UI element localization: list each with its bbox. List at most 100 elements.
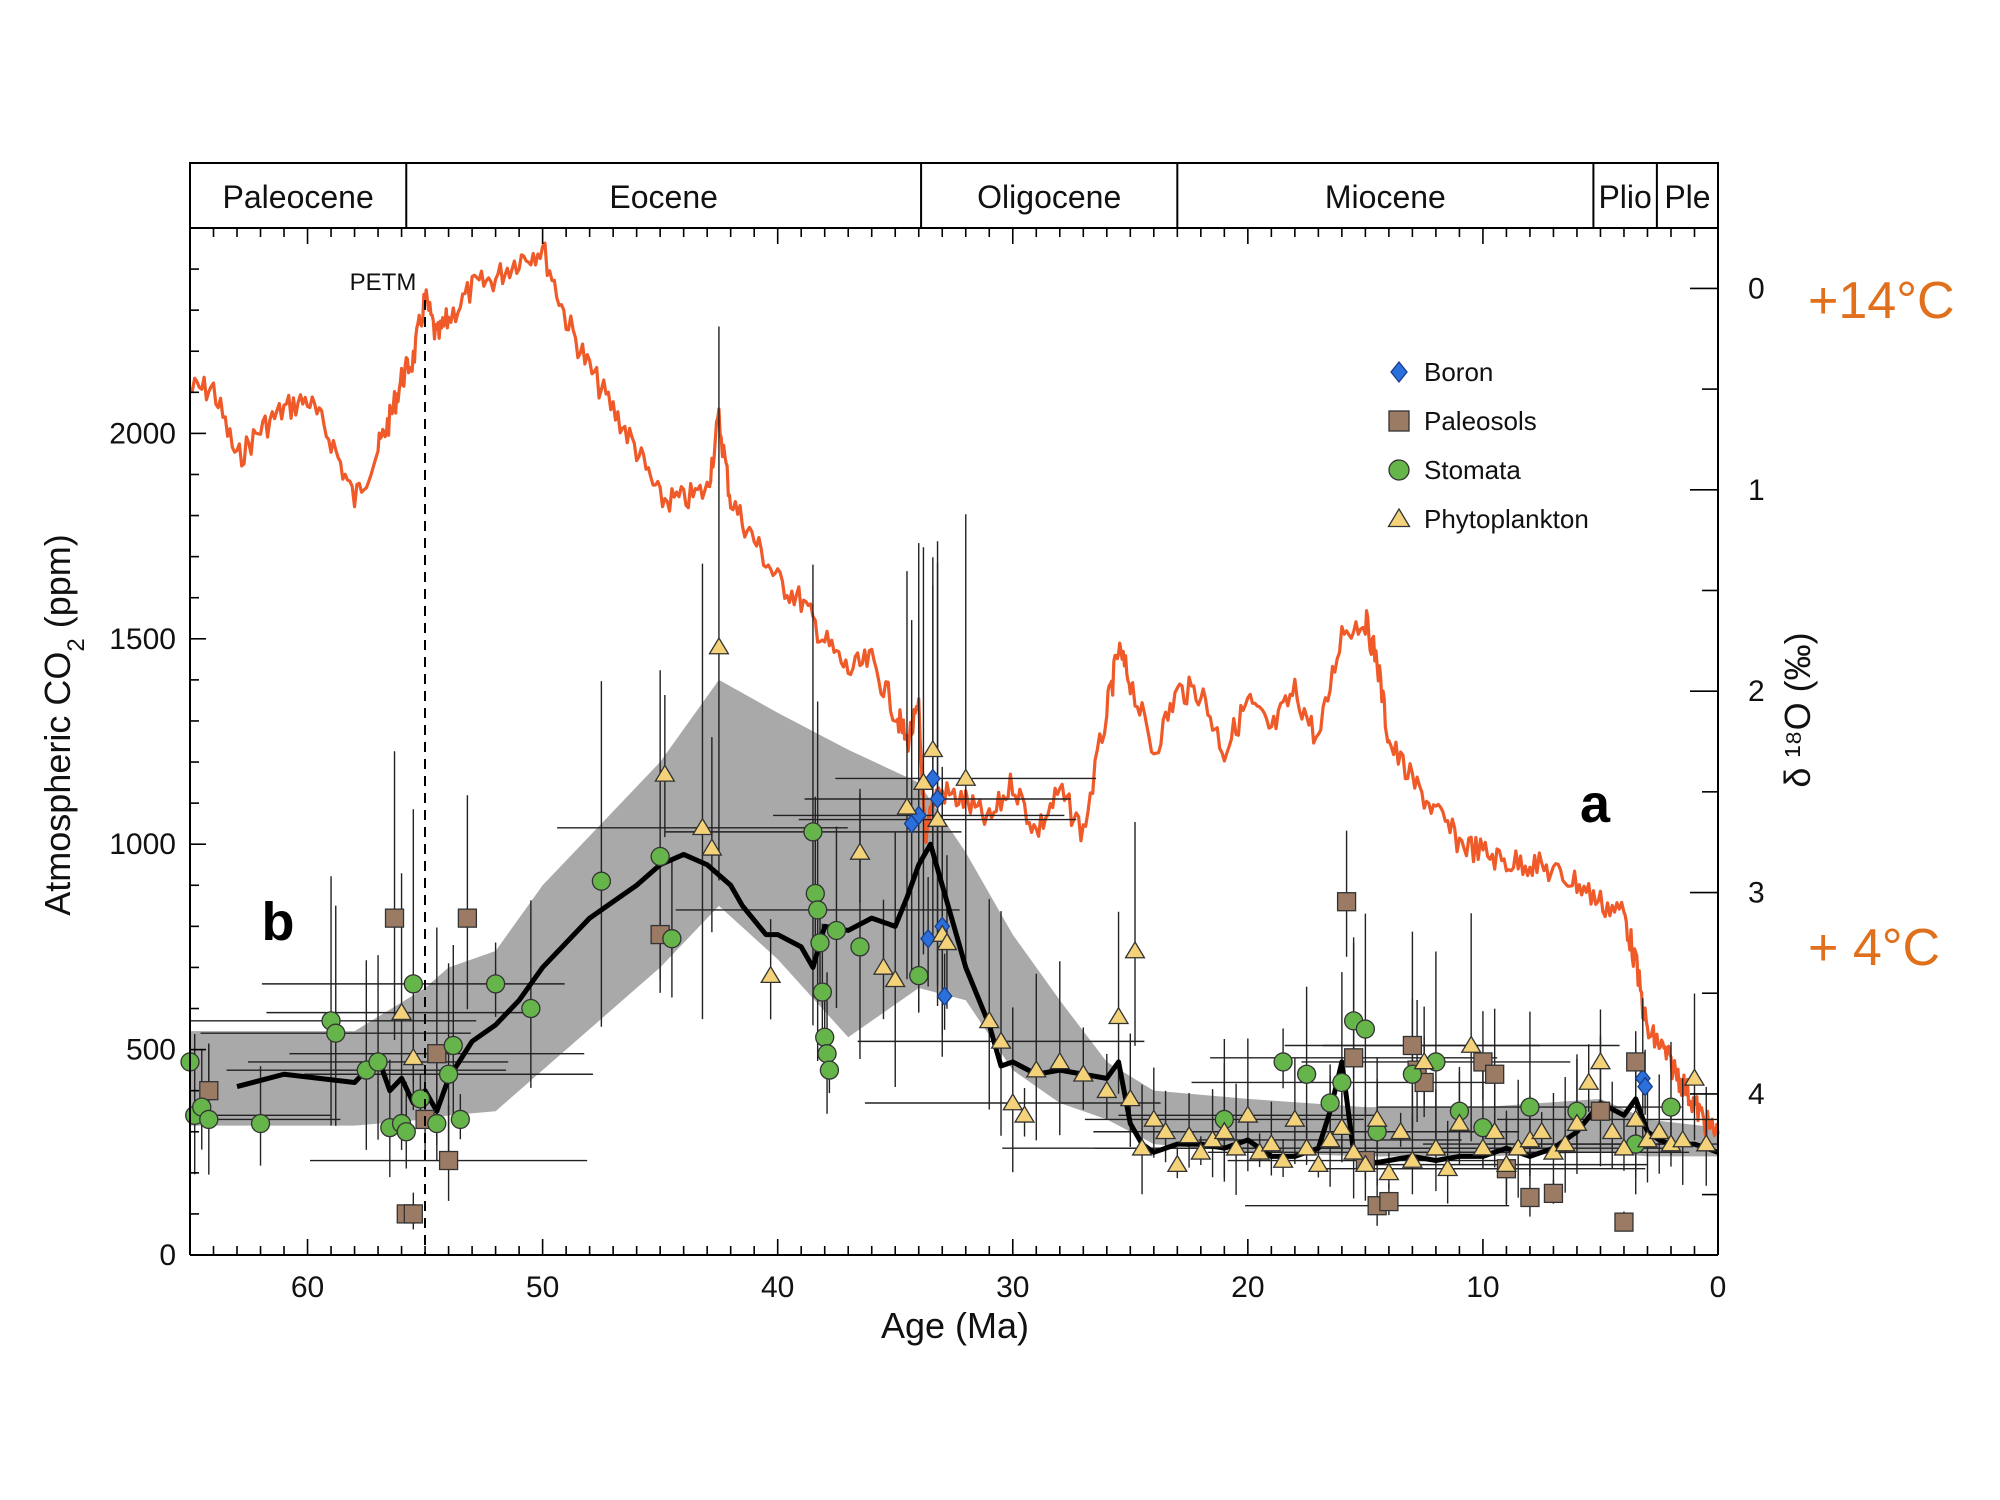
phytoplankton-point — [1013, 1105, 1036, 1123]
stomata-point — [1355, 1019, 1376, 1039]
stomata-point — [591, 871, 612, 891]
y-tick-label: 500 — [126, 1034, 176, 1067]
phytoplankton-point — [1072, 1063, 1094, 1082]
paleosols-point — [1485, 1064, 1505, 1084]
phytoplankton-point — [872, 957, 895, 975]
legend-marker-boron — [1390, 360, 1408, 384]
stomata-point — [805, 883, 825, 904]
phytoplankton-point — [701, 838, 723, 856]
phytoplankton-point — [1296, 1137, 1318, 1156]
proxy-markers-layer — [180, 636, 1717, 1232]
legend-label-boron: Boron — [1424, 357, 1493, 387]
stomata-point — [1273, 1052, 1293, 1072]
stomata-point — [819, 1060, 840, 1080]
phytoplankton-point — [1166, 1154, 1188, 1173]
phytoplankton-point — [936, 932, 958, 951]
co2-fit-line — [236, 841, 1719, 1168]
stomata-point — [803, 822, 823, 842]
x-tick-label: 60 — [291, 1271, 324, 1304]
paleosols-point — [1543, 1183, 1564, 1204]
phytoplankton-point — [1437, 1158, 1459, 1177]
phytoplankton-point — [1425, 1137, 1447, 1156]
stomata-point — [450, 1109, 470, 1130]
phytoplankton-point — [1531, 1121, 1553, 1140]
phytoplankton-point — [1260, 1133, 1282, 1152]
phytoplankton-point — [1495, 1154, 1518, 1173]
stomata-point — [1332, 1072, 1352, 1093]
phytoplankton-point — [1331, 1117, 1353, 1136]
phytoplankton-point — [1237, 1105, 1259, 1123]
legend: Boron Paleosols Stomata Phytoplankton — [1387, 357, 1589, 534]
x-tick-label: 10 — [1466, 1271, 1499, 1304]
phytoplankton-point — [390, 1002, 413, 1021]
phytoplankton-point — [896, 796, 918, 815]
phytoplankton-point — [1225, 1137, 1247, 1156]
phytoplankton-point — [1178, 1125, 1200, 1144]
paleosols-point — [403, 1204, 423, 1224]
phytoplankton-point — [1284, 1109, 1306, 1127]
phytoplankton-point — [1213, 1121, 1235, 1140]
y2-tick-label: 0 — [1748, 272, 1765, 305]
phytoplankton-point — [1096, 1080, 1118, 1099]
legend-label-stomata: Stomata — [1424, 455, 1521, 485]
phytoplankton-point — [1319, 1129, 1341, 1148]
x-axis-title: Age (Ma) — [881, 1305, 1029, 1346]
phytoplankton-point — [1413, 1051, 1435, 1070]
y-axis-title-subscript: 2 — [63, 638, 90, 651]
phytoplankton-point — [760, 965, 782, 984]
phytoplankton-point — [1472, 1137, 1494, 1156]
phytoplankton-point — [1390, 1121, 1412, 1140]
phytoplankton-point — [1366, 1109, 1388, 1127]
stomata-point — [808, 900, 828, 920]
paleosols-point — [1626, 1052, 1646, 1072]
x-tick-label: 40 — [761, 1271, 794, 1304]
phytoplankton-point — [955, 768, 977, 786]
y-axis-title-main: Atmospheric CO — [37, 652, 78, 916]
stomata-point — [485, 974, 506, 994]
phytoplankton-point — [912, 772, 935, 790]
phytoplankton-point — [1672, 1129, 1694, 1148]
phytoplankton-point — [990, 1031, 1012, 1049]
phytoplankton-point — [1143, 1109, 1165, 1127]
stomata-point — [662, 929, 682, 949]
stomata-point — [826, 920, 847, 941]
phytoplankton-point — [1460, 1035, 1482, 1053]
boron-point — [924, 768, 941, 789]
stomata-point — [438, 1064, 459, 1084]
phytoplankton-point — [926, 809, 949, 827]
legend-marker-stomata — [1388, 459, 1410, 481]
temp-label-high: +14°C — [1808, 272, 1955, 330]
phytoplankton-point — [1613, 1137, 1635, 1156]
y2-tick-label: 3 — [1748, 877, 1765, 910]
phytoplankton-point — [1272, 1150, 1294, 1168]
phytoplankton-point — [1648, 1121, 1670, 1140]
y-tick-label: 0 — [159, 1239, 176, 1272]
stomata-point — [403, 974, 423, 994]
y2-tick-label: 1 — [1748, 474, 1765, 507]
phytoplankton-point — [654, 764, 676, 782]
epoch-label-paleocene: Paleocene — [223, 179, 374, 215]
phytoplankton-point — [1589, 1051, 1612, 1070]
phytoplankton-point — [1343, 1142, 1365, 1160]
stomata-point — [1520, 1097, 1540, 1117]
epoch-band: Paleocene Eocene Oligocene Miocene Plio Ple — [189, 162, 1719, 229]
stomata-point — [1296, 1064, 1317, 1084]
phytoplankton-point — [1578, 1072, 1600, 1090]
stomata-point — [368, 1052, 388, 1072]
epoch-band-frame — [189, 162, 1719, 229]
stomata-point — [1661, 1097, 1681, 1117]
stomata-point — [396, 1122, 416, 1142]
paleosols-point — [1343, 1048, 1364, 1068]
paleosols-point — [1379, 1191, 1399, 1212]
phytoplankton-point — [1131, 1137, 1153, 1156]
x-tick-label: 30 — [996, 1271, 1029, 1304]
legend-marker-paleosols — [1388, 410, 1410, 432]
stomata-point — [326, 1023, 346, 1043]
phytoplankton-point — [922, 739, 944, 758]
phytoplankton-point — [1119, 1088, 1141, 1107]
paleosols-point — [438, 1150, 459, 1171]
legend-marker-phytoplankton — [1387, 507, 1411, 528]
epoch-label-plio: Plio — [1598, 179, 1651, 215]
paleosols-point — [457, 908, 478, 928]
